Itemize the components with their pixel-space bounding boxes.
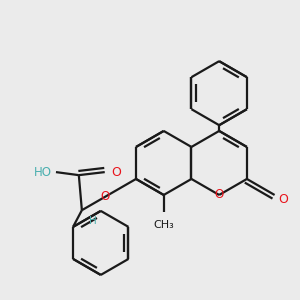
Text: HO: HO (33, 166, 51, 178)
Text: O: O (112, 166, 122, 178)
Text: CH₃: CH₃ (153, 220, 174, 230)
Text: O: O (278, 194, 288, 206)
Text: O: O (100, 190, 109, 203)
Text: O: O (214, 188, 224, 202)
Text: H: H (89, 216, 97, 226)
